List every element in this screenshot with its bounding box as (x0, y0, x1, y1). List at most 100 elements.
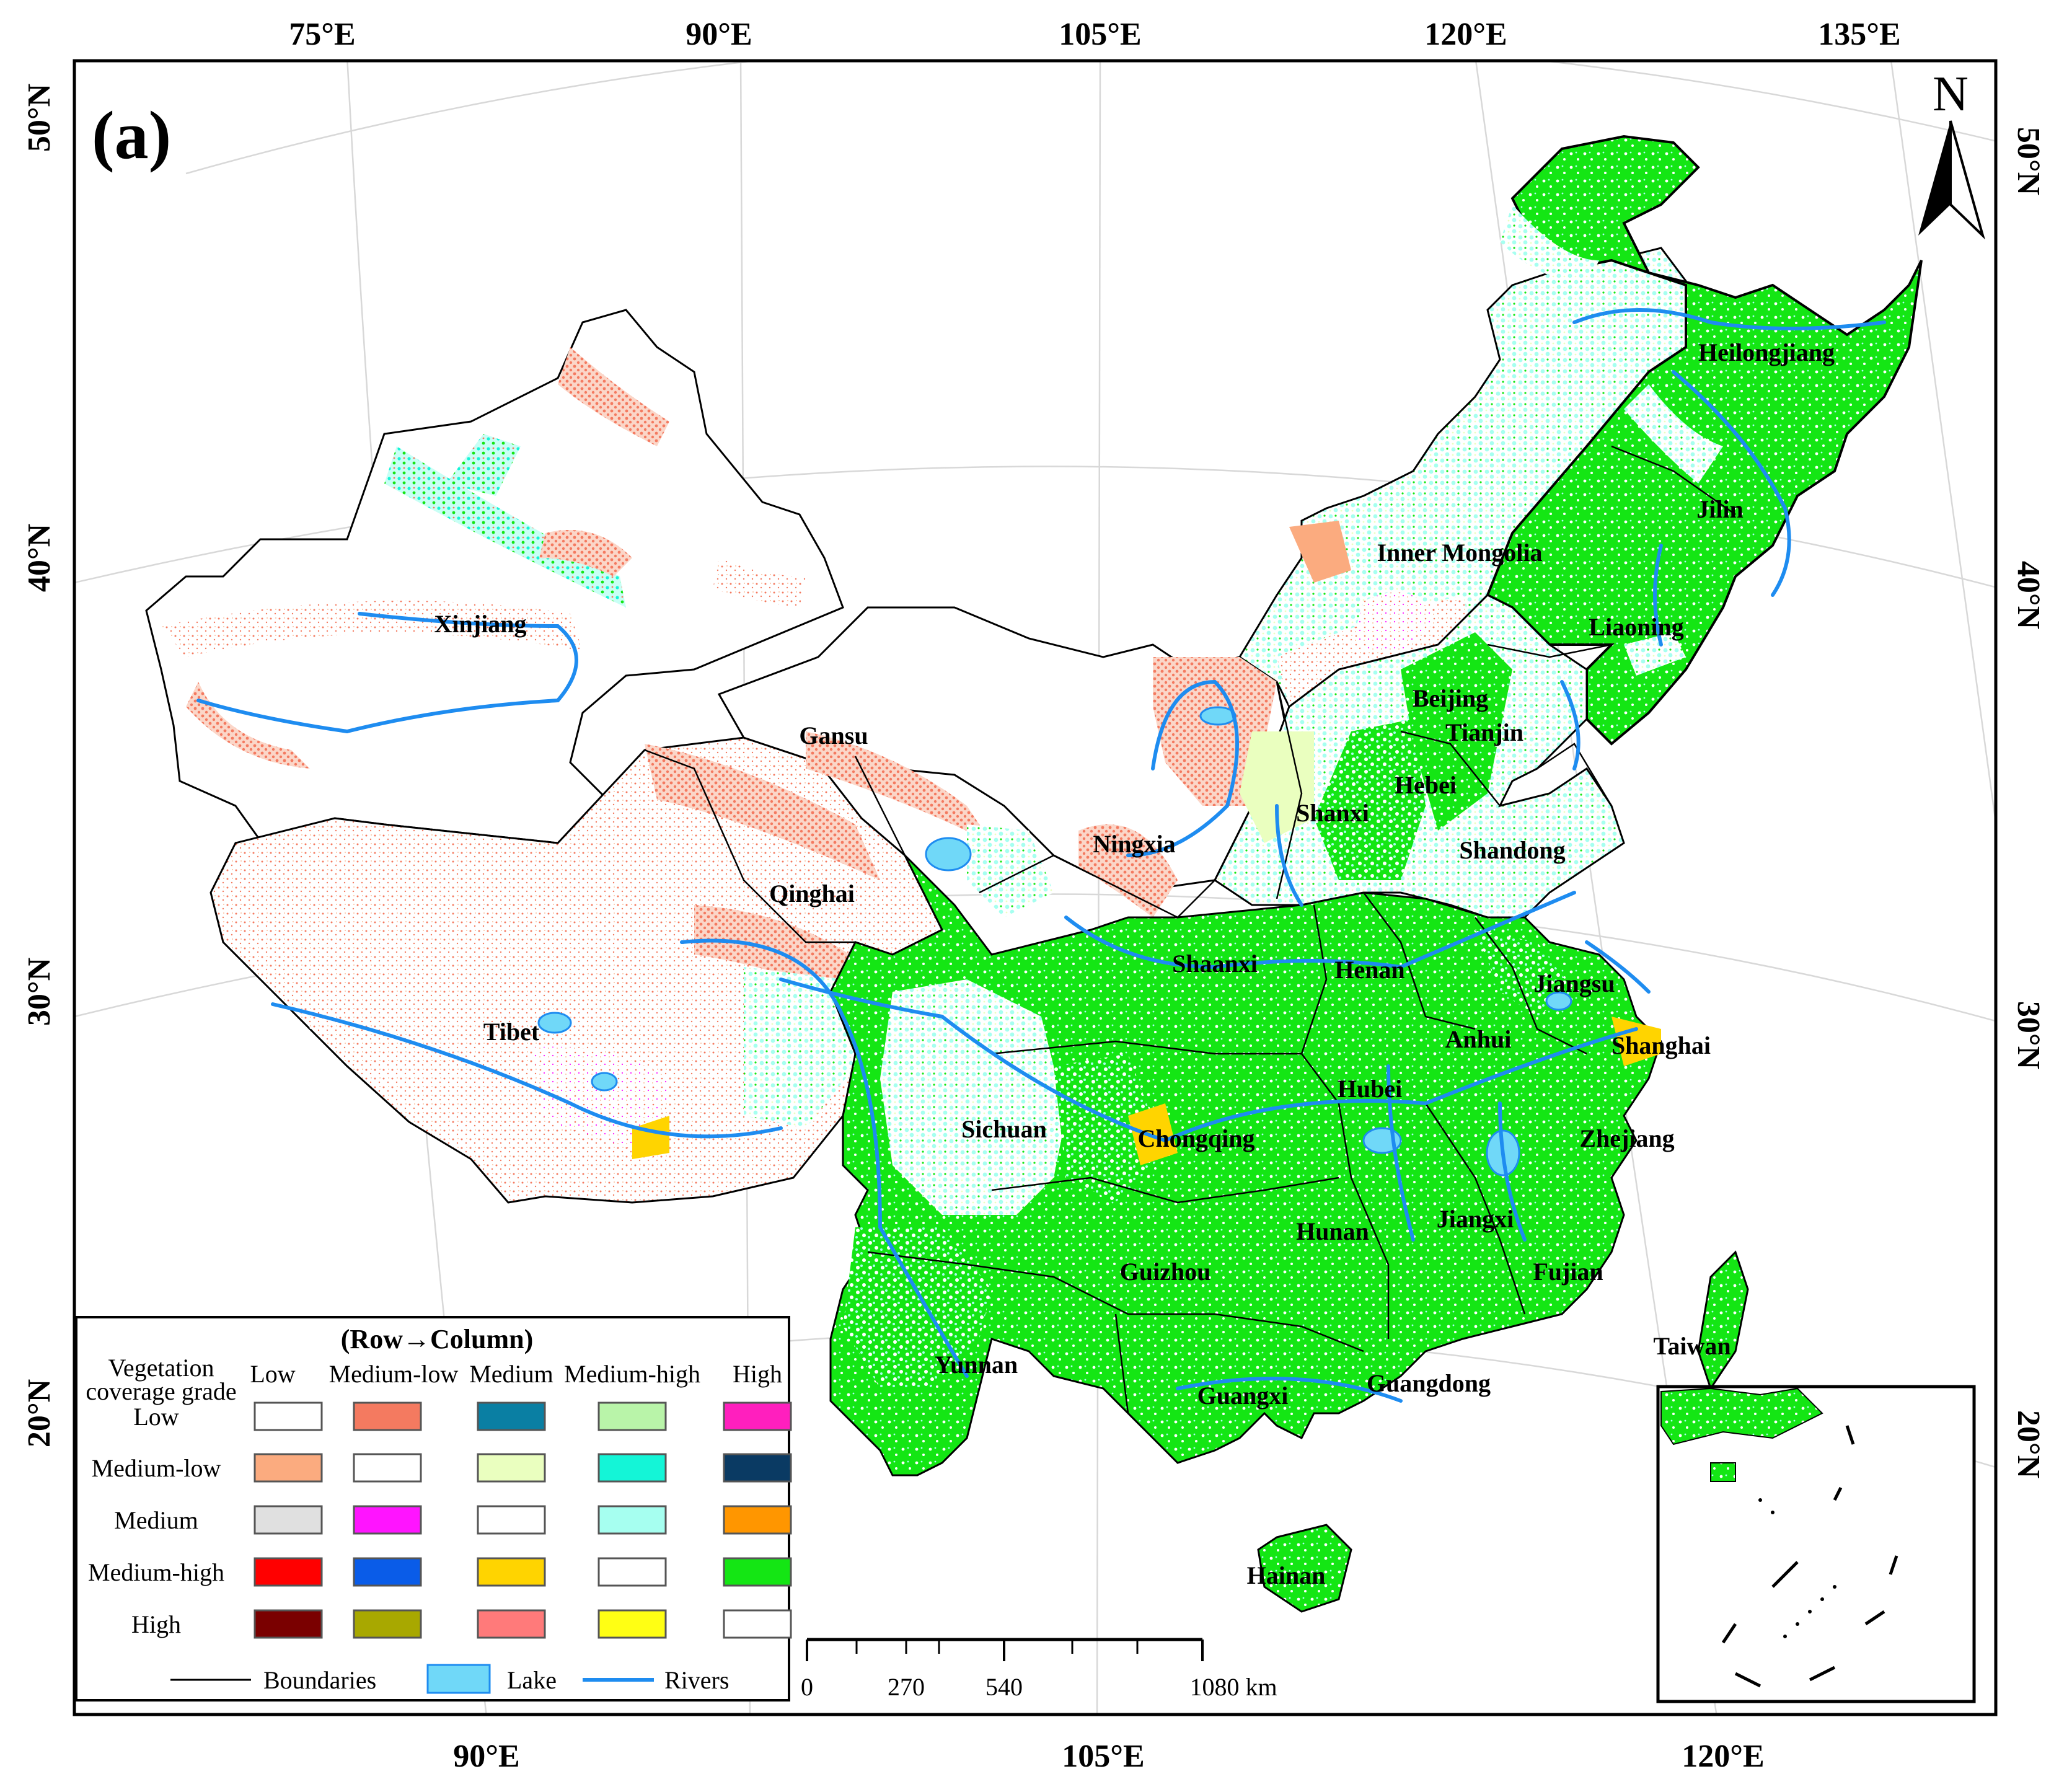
province-label: Zhejiang (1579, 1124, 1674, 1152)
legend-column-header: Low (250, 1360, 295, 1388)
province-label: Hainan (1247, 1561, 1326, 1589)
legend-swatch (723, 1401, 792, 1431)
legend-row-label: High (131, 1610, 181, 1638)
province-label: Ningxia (1093, 830, 1175, 858)
label-bottom-90: 90°E (453, 1739, 519, 1774)
label-left-20: 20°N (22, 1379, 57, 1447)
inset-hainan (1710, 1462, 1736, 1482)
land-cover (145, 135, 1923, 1613)
legend-swatch (723, 1609, 792, 1639)
north-arrow: N (1918, 67, 1985, 240)
legend-swatch (477, 1401, 546, 1431)
hainan-island (1257, 1524, 1352, 1613)
province-label: Anhui (1445, 1025, 1512, 1053)
nine-dash-line (1721, 1425, 1898, 1688)
north-arrow-left-icon (1918, 121, 1951, 236)
province-label: Xinjiang (434, 610, 527, 638)
legend-swatch (254, 1609, 323, 1639)
province-boundaries (644, 445, 1736, 1414)
province-label: Shanghai (1611, 1031, 1711, 1059)
legend-box (75, 1316, 790, 1702)
legend-column-header: Medium-high (564, 1360, 700, 1388)
legend-swatch (254, 1401, 323, 1431)
province-label: Tibet (483, 1018, 540, 1046)
legend-swatch (254, 1453, 323, 1483)
province-label: Hunan (1296, 1217, 1369, 1245)
province-label: Inner Mongolia (1377, 539, 1542, 567)
label-right-50: 50°N (2011, 127, 2046, 195)
taiwan-island (1697, 1250, 1749, 1391)
legend-swatch (353, 1557, 422, 1587)
legend-column-header: High (733, 1360, 782, 1388)
legend-swatch (723, 1453, 792, 1483)
scale-tick-1080: 1080 km (1189, 1673, 1277, 1701)
label-top-135: 135°E (1818, 17, 1900, 52)
province-label: Heilongjiang (1698, 338, 1835, 366)
legend-row-header-1: Vegetation (108, 1354, 214, 1382)
legend-swatch (353, 1505, 422, 1535)
province-label: Jiangsu (1533, 969, 1615, 997)
province-label: Yunnan (935, 1351, 1018, 1379)
legend-swatch (597, 1453, 667, 1483)
scale-tick-540: 540 (985, 1673, 1023, 1701)
province-label: Qinghai (769, 880, 855, 907)
legend-swatch (477, 1609, 546, 1639)
province-label: Tianjin (1445, 718, 1523, 746)
province-label: Gansu (799, 722, 868, 749)
label-right-30: 30°N (2011, 1001, 2046, 1069)
province-label: Guizhou (1120, 1258, 1211, 1286)
province-label: Shaanxi (1172, 950, 1258, 978)
legend-swatch (723, 1505, 792, 1535)
province-label: Shandong (1459, 836, 1565, 864)
province-label: Taiwan (1653, 1332, 1731, 1360)
scale-bar: 0 270 540 1080 km (801, 1638, 1277, 1701)
province-label: Fujian (1533, 1258, 1603, 1286)
scale-tick-270: 270 (888, 1673, 925, 1701)
province-labels: Heilongjiang Jilin Inner Mongolia Liaoni… (434, 338, 1835, 1589)
legend-swatch (254, 1505, 323, 1535)
province-label: Jiangxi (1437, 1205, 1514, 1233)
province-label: Shanxi (1296, 799, 1369, 827)
legend-swatch (477, 1557, 546, 1587)
province-label: Henan (1334, 956, 1404, 984)
legend-swatch (597, 1557, 667, 1587)
legend-column-header: Medium (469, 1360, 553, 1388)
province-label: Hubei (1338, 1075, 1402, 1103)
north-label: N (1933, 67, 1969, 121)
south-china-sea-inset (1656, 1385, 1976, 1703)
legend-swatch (597, 1401, 667, 1431)
legend: (Row→Column) Vegetation coverage grade L… (75, 1316, 792, 1702)
province-label: Jilin (1696, 495, 1744, 523)
lake-legend-swatch (426, 1664, 491, 1694)
province-label: Chongqing (1138, 1124, 1255, 1152)
label-top-120: 120°E (1424, 17, 1507, 52)
legend-title: (Row→Column) (341, 1324, 533, 1354)
label-left-40: 40°N (22, 524, 57, 592)
label-left-50: 50°N (22, 84, 57, 152)
graticule-labels: 75°E 90°E 105°E 120°E 135°E 90°E 105°E 1… (22, 17, 2046, 1774)
province-label: Sichuan (961, 1115, 1047, 1143)
legend-row-label: Low (133, 1403, 179, 1431)
legend-row-label: Medium-low (92, 1454, 221, 1482)
label-right-20: 20°N (2011, 1410, 2046, 1478)
legend-swatch (597, 1505, 667, 1535)
province-label: Guangxi (1197, 1382, 1289, 1410)
province-label: Liaoning (1589, 613, 1683, 641)
panel-label: (a) (92, 97, 171, 173)
province-label: Beijing (1413, 684, 1488, 712)
lake-legend-label: Lake (507, 1666, 557, 1694)
rivers-legend-label: Rivers (664, 1666, 729, 1694)
label-bottom-120: 120°E (1682, 1739, 1764, 1774)
south-central-region (829, 854, 1662, 1476)
inset-islands (1758, 1498, 1836, 1638)
legend-swatch (597, 1609, 667, 1639)
legend-swatch (353, 1453, 422, 1483)
rivers (196, 308, 1886, 1403)
province-label: Hebei (1395, 771, 1457, 799)
label-right-40: 40°N (2011, 561, 2046, 629)
legend-row-header-2: coverage grade (86, 1377, 236, 1405)
label-left-30: 30°N (22, 958, 57, 1026)
inset-coast (1660, 1387, 1823, 1446)
